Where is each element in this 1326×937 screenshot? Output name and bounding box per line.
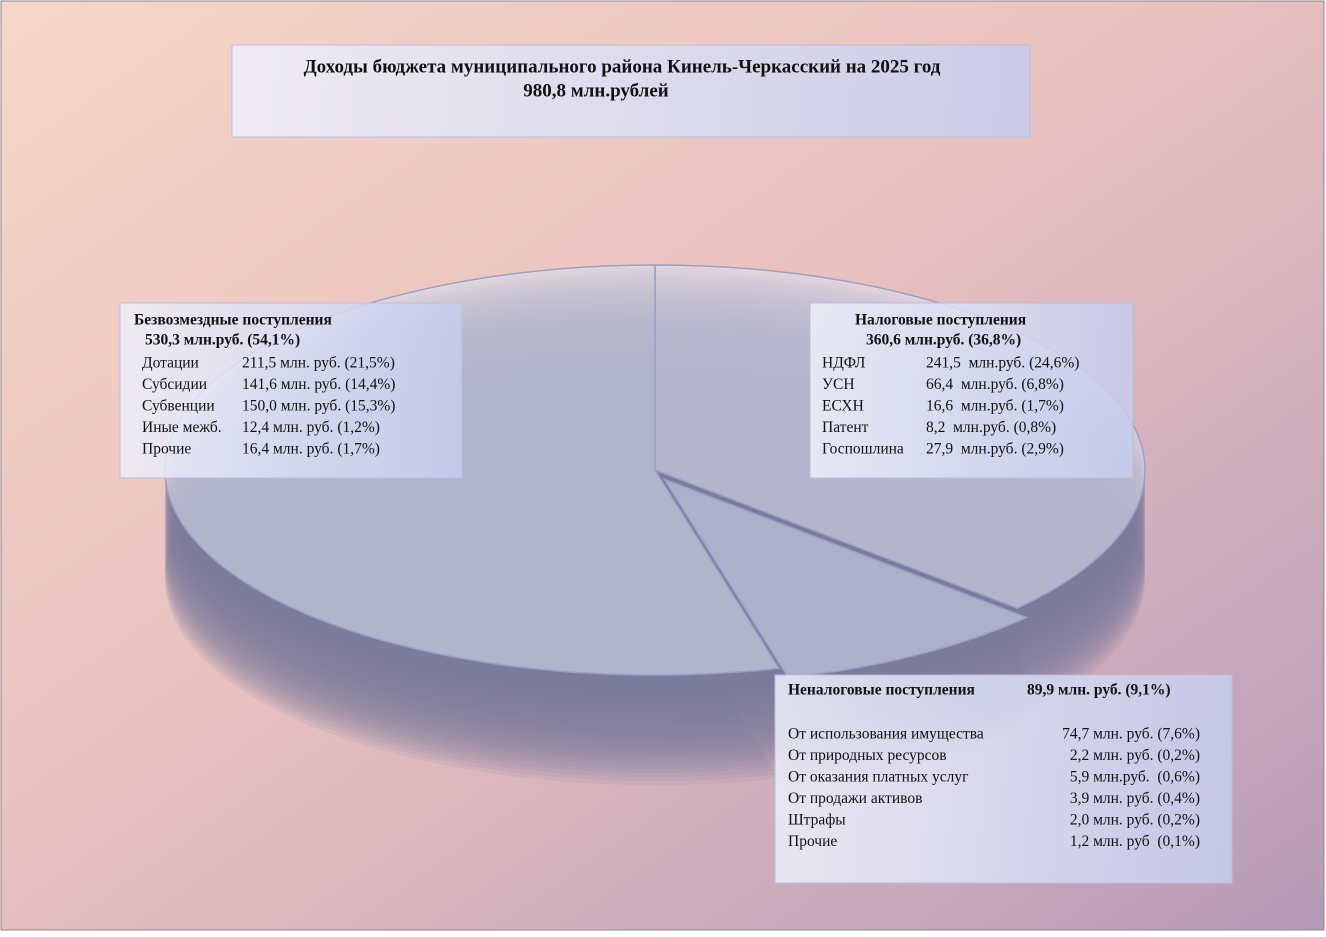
slice — [662, 477, 1029, 679]
detail-name: От продажи активов — [788, 790, 922, 807]
detail-value: 241,5 млн.руб. (24,6%) — [926, 355, 1079, 372]
detail-value: 16,6 млн.руб. (1,7%) — [926, 398, 1064, 415]
detail-name: Иные межб. — [142, 419, 222, 436]
detail-value: 12,4 млн. руб. (1,2%) — [242, 419, 380, 436]
legend-box — [774, 674, 1233, 884]
detail-value: 211,5 млн. руб. (21,5%) — [242, 355, 395, 372]
legend-box — [809, 302, 1134, 479]
value-label: 530,3 млн.руб. (54,1%) — [145, 332, 300, 349]
detail-name: Штрафы — [788, 812, 846, 829]
category-label: Неналоговые поступления — [788, 682, 975, 699]
category-label: Безвозмездные поступления — [134, 312, 332, 329]
detail-value: 1,2 млн. руб (0,1%) — [1070, 833, 1200, 850]
detail-name: Субвенции — [142, 398, 215, 415]
legend-box — [119, 302, 463, 479]
legend-boxes: Безвозмездные поступления 530,3 млн.руб. … — [119, 302, 1233, 884]
detail-value: 141,6 млн. руб. (14,4%) — [242, 376, 395, 393]
detail-name: От использования имущества — [788, 726, 984, 743]
detail-value: 5,9 млн.руб. (0,6%) — [1070, 769, 1200, 786]
detail-name: От природных ресурсов — [788, 747, 947, 764]
detail-name: Прочие — [142, 441, 191, 458]
detail-name: От оказания платных услуг — [788, 769, 968, 786]
chart-subtitle: 980,8 млн.рублей — [523, 80, 668, 101]
value-label: 89,9 млн. руб. (9,1%) — [1027, 682, 1171, 699]
detail-name: УСН — [822, 376, 855, 393]
detail-name: Патент — [822, 419, 869, 436]
detail-name: Госпошлина — [822, 441, 904, 458]
detail-name: Прочие — [788, 833, 837, 850]
detail-name: Субсидии — [142, 376, 207, 393]
detail-value: 2,0 млн. руб. (0,2%) — [1070, 812, 1200, 829]
detail-value: 150,0 млн. руб. (15,3%) — [242, 398, 395, 415]
value-label: 360,6 млн.руб. (36,8%) — [866, 332, 1021, 349]
detail-value: 16,4 млн. руб. (1,7%) — [242, 441, 380, 458]
title-box — [231, 44, 1031, 138]
detail-value: 66,4 млн.руб. (6,8%) — [926, 376, 1064, 393]
detail-value: 3,9 млн. руб. (0,4%) — [1070, 790, 1200, 807]
detail-name: Дотации — [142, 355, 199, 372]
detail-name: НДФЛ — [822, 355, 866, 372]
detail-value: 2,2 млн. руб. (0,2%) — [1070, 747, 1200, 764]
detail-value: 74,7 млн. руб. (7,6%) — [1062, 726, 1200, 743]
chart-title: Доходы бюджета муниципального района Кин… — [304, 56, 941, 77]
detail-value: 8,2 млн.руб. (0,8%) — [926, 419, 1056, 436]
category-label: Налоговые поступления — [855, 312, 1026, 329]
detail-name: ЕСХН — [822, 398, 864, 415]
detail-value: 27,9 млн.руб. (2,9%) — [926, 441, 1064, 458]
